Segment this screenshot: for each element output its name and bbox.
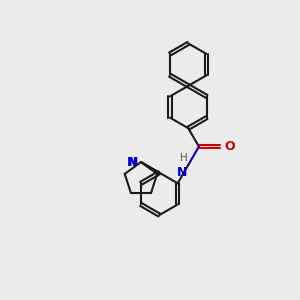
Text: N: N bbox=[127, 156, 137, 169]
Text: H: H bbox=[180, 153, 188, 163]
Text: N: N bbox=[177, 167, 188, 179]
Text: O: O bbox=[224, 140, 235, 153]
Text: N: N bbox=[128, 156, 138, 169]
